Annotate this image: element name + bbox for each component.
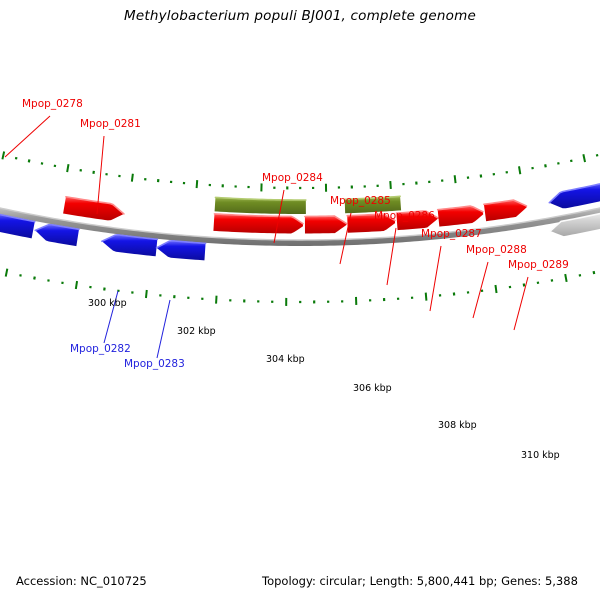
gene-0283[interactable]	[155, 239, 207, 261]
gene-0288[interactable]	[436, 205, 484, 227]
tick-marks	[1, 151, 599, 306]
gene-right-blue[interactable]	[548, 182, 600, 209]
leader-line-mpop_0283	[156, 299, 171, 359]
gene-label-mpop_0288[interactable]: Mpop_0288	[466, 244, 527, 256]
gene-0287[interactable]	[395, 210, 440, 231]
gene-label-mpop_0284[interactable]: Mpop_0284	[262, 172, 323, 184]
gene-0289[interactable]	[483, 199, 528, 222]
leader-line-mpop_0284	[273, 189, 285, 244]
scale-label-304kbp: 304 kbp	[266, 354, 305, 365]
genome-backbone	[0, 207, 600, 246]
accession-text: Accession: NC_010725	[16, 574, 147, 588]
footer-bar: Accession: NC_010725 Topology: circular;…	[0, 566, 600, 600]
gene-label-group: Mpop_0278 Mpop_0281 Mpop_0282 Mpop_0283 Mpop…	[22, 98, 569, 370]
gene-label-mpop_0283[interactable]: Mpop_0283	[124, 358, 185, 370]
gene-label-mpop_0282[interactable]: Mpop_0282	[70, 343, 131, 355]
gene-label-mpop_0287[interactable]: Mpop_0287	[421, 228, 482, 240]
gene-track	[0, 182, 600, 261]
gene-label-mpop_0285[interactable]: Mpop_0285	[330, 195, 391, 207]
label-leader-lines	[4, 115, 529, 359]
gene-0286[interactable]	[346, 213, 396, 233]
leader-line-mpop_0281	[96, 135, 105, 215]
scale-label-302kbp: 302 kbp	[177, 326, 216, 337]
scale-label-306kbp: 306 kbp	[353, 383, 392, 394]
gene-0282[interactable]	[101, 234, 159, 257]
scale-label-310kbp: 310 kbp	[521, 450, 560, 461]
leader-line-mpop_0286	[386, 227, 397, 286]
leader-line-mpop_0282	[103, 290, 119, 344]
page-title: Methylobacterium populi BJ001, complete …	[124, 8, 476, 24]
grey-feature-right[interactable]	[549, 212, 600, 237]
gene-0281[interactable]	[63, 195, 125, 221]
leader-line-mpop_0287	[429, 245, 442, 312]
gene-0278a[interactable]	[0, 213, 36, 239]
gene-0285[interactable]	[304, 215, 348, 234]
leader-line-mpop_0288	[472, 261, 489, 319]
scale-label-300kbp: 300 kbp	[88, 298, 127, 309]
topology-text: Topology: circular; Length: 5,800,441 bp…	[262, 574, 578, 588]
gene-label-mpop_0278[interactable]: Mpop_0278	[22, 98, 83, 110]
gene-0284[interactable]	[213, 213, 304, 234]
feature-b[interactable]	[343, 195, 402, 214]
leader-line-mpop_0278	[4, 115, 51, 158]
scale-label-group: 300 kbp 302 kbp 304 kbp 306 kbp 308 kbp 310 k…	[88, 298, 560, 461]
feature-a[interactable]	[214, 196, 307, 214]
grey-feature-track	[549, 212, 600, 237]
gene-label-mpop_0286[interactable]: Mpop_0286	[374, 210, 435, 222]
scale-label-308kbp: 308 kbp	[438, 420, 477, 431]
leader-line-mpop_0285	[339, 212, 352, 265]
leader-line-mpop_0289	[513, 276, 529, 331]
gene-0278b[interactable]	[34, 223, 80, 247]
gene-label-mpop_0289[interactable]: Mpop_0289	[508, 259, 569, 271]
secondary-feature-track	[214, 195, 402, 214]
gene-label-mpop_0281[interactable]: Mpop_0281	[80, 118, 141, 130]
